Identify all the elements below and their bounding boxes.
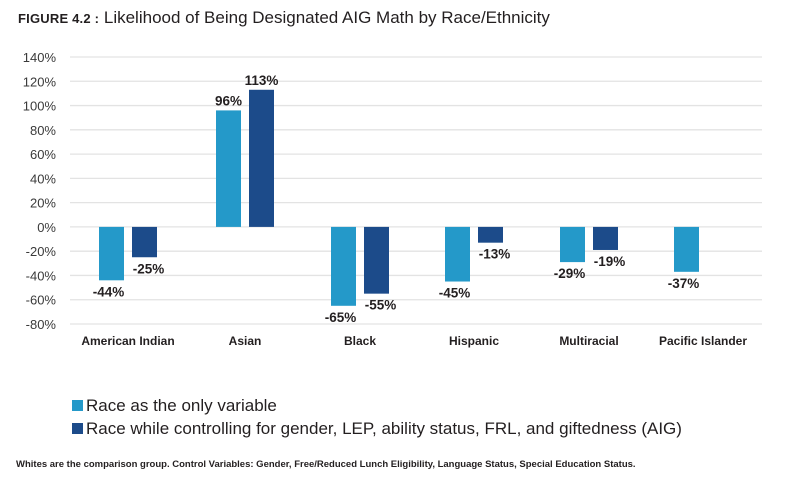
y-tick-label: 120%	[23, 74, 57, 89]
y-tick-label: 140%	[23, 50, 57, 65]
legend: Race as the only variable Race while con…	[72, 394, 682, 440]
legend-label-series2: Race while controlling for gender, LEP, …	[86, 418, 682, 438]
y-tick-label: -40%	[26, 268, 57, 283]
data-labels: -44% -25% 96%113% -65% -55% -45% -13% -29% -19% -…	[93, 73, 700, 325]
y-tick-label: -20%	[26, 244, 57, 259]
x-tick-label: Hispanic	[449, 334, 499, 348]
bar-series1	[445, 226, 470, 282]
legend-swatch-series2	[72, 423, 83, 434]
data-label: 113%	[245, 73, 279, 88]
data-label: -44%	[93, 284, 125, 299]
gridlines	[70, 56, 762, 325]
x-tick-label: Pacific Islander	[659, 334, 747, 348]
legend-item-series2: Race while controlling for gender, LEP, …	[72, 417, 682, 440]
figure-label: FIGURE 4.2 :	[18, 11, 100, 26]
x-tick-label: American Indian	[81, 334, 174, 348]
data-label: -55%	[365, 298, 397, 313]
figure-title: FIGURE 4.2 : Likelihood of Being Designa…	[18, 8, 550, 28]
bar-series2	[132, 226, 157, 258]
y-tick-label: 60%	[30, 147, 56, 162]
bar-series1	[674, 226, 699, 272]
bar-series2	[249, 89, 274, 227]
data-label: -65%	[325, 310, 357, 325]
data-label: -37%	[668, 276, 700, 291]
data-label: 96%	[215, 93, 242, 108]
bar-chart: 140% 120% 100% 80% 60% 40% 20% 0% -20% -40% -60% -8…	[23, 50, 762, 348]
footnote: Whites are the comparison group. Control…	[16, 459, 636, 470]
legend-item-series1: Race as the only variable	[72, 394, 682, 417]
y-tick-label: 40%	[30, 171, 56, 186]
figure-title-text: Likelihood of Being Designated AIG Math …	[103, 8, 550, 27]
data-label: -29%	[554, 266, 586, 281]
data-label: -25%	[133, 261, 165, 276]
y-tick-label: 100%	[23, 99, 57, 114]
x-tick-label: Black	[344, 334, 376, 348]
legend-swatch-series1	[72, 400, 83, 411]
y-tick-label: 0%	[37, 220, 56, 235]
y-tick-label: -60%	[26, 293, 57, 308]
legend-label-series1: Race as the only variable	[86, 395, 277, 415]
bar-series1	[560, 226, 585, 263]
y-axis-ticks: 140% 120% 100% 80% 60% 40% 20% 0% -20% -40% -60% -8…	[23, 50, 57, 332]
bar-series1	[216, 110, 241, 227]
y-tick-label: -80%	[26, 317, 57, 332]
bar-series2	[593, 226, 618, 250]
data-label: -19%	[594, 254, 626, 269]
x-tick-label: Asian	[229, 334, 262, 348]
bar-series2	[364, 226, 389, 294]
data-label: -45%	[439, 286, 471, 301]
y-tick-label: 80%	[30, 123, 56, 138]
bar-series1	[99, 226, 124, 281]
x-axis-ticks: American Indian Asian Black Hispanic Multira…	[81, 334, 747, 348]
x-tick-label: Multiracial	[559, 334, 618, 348]
bar-series2	[478, 226, 503, 243]
y-tick-label: 20%	[30, 196, 56, 211]
data-label: -13%	[479, 247, 511, 262]
bars	[99, 89, 699, 306]
bar-series1	[331, 226, 356, 306]
